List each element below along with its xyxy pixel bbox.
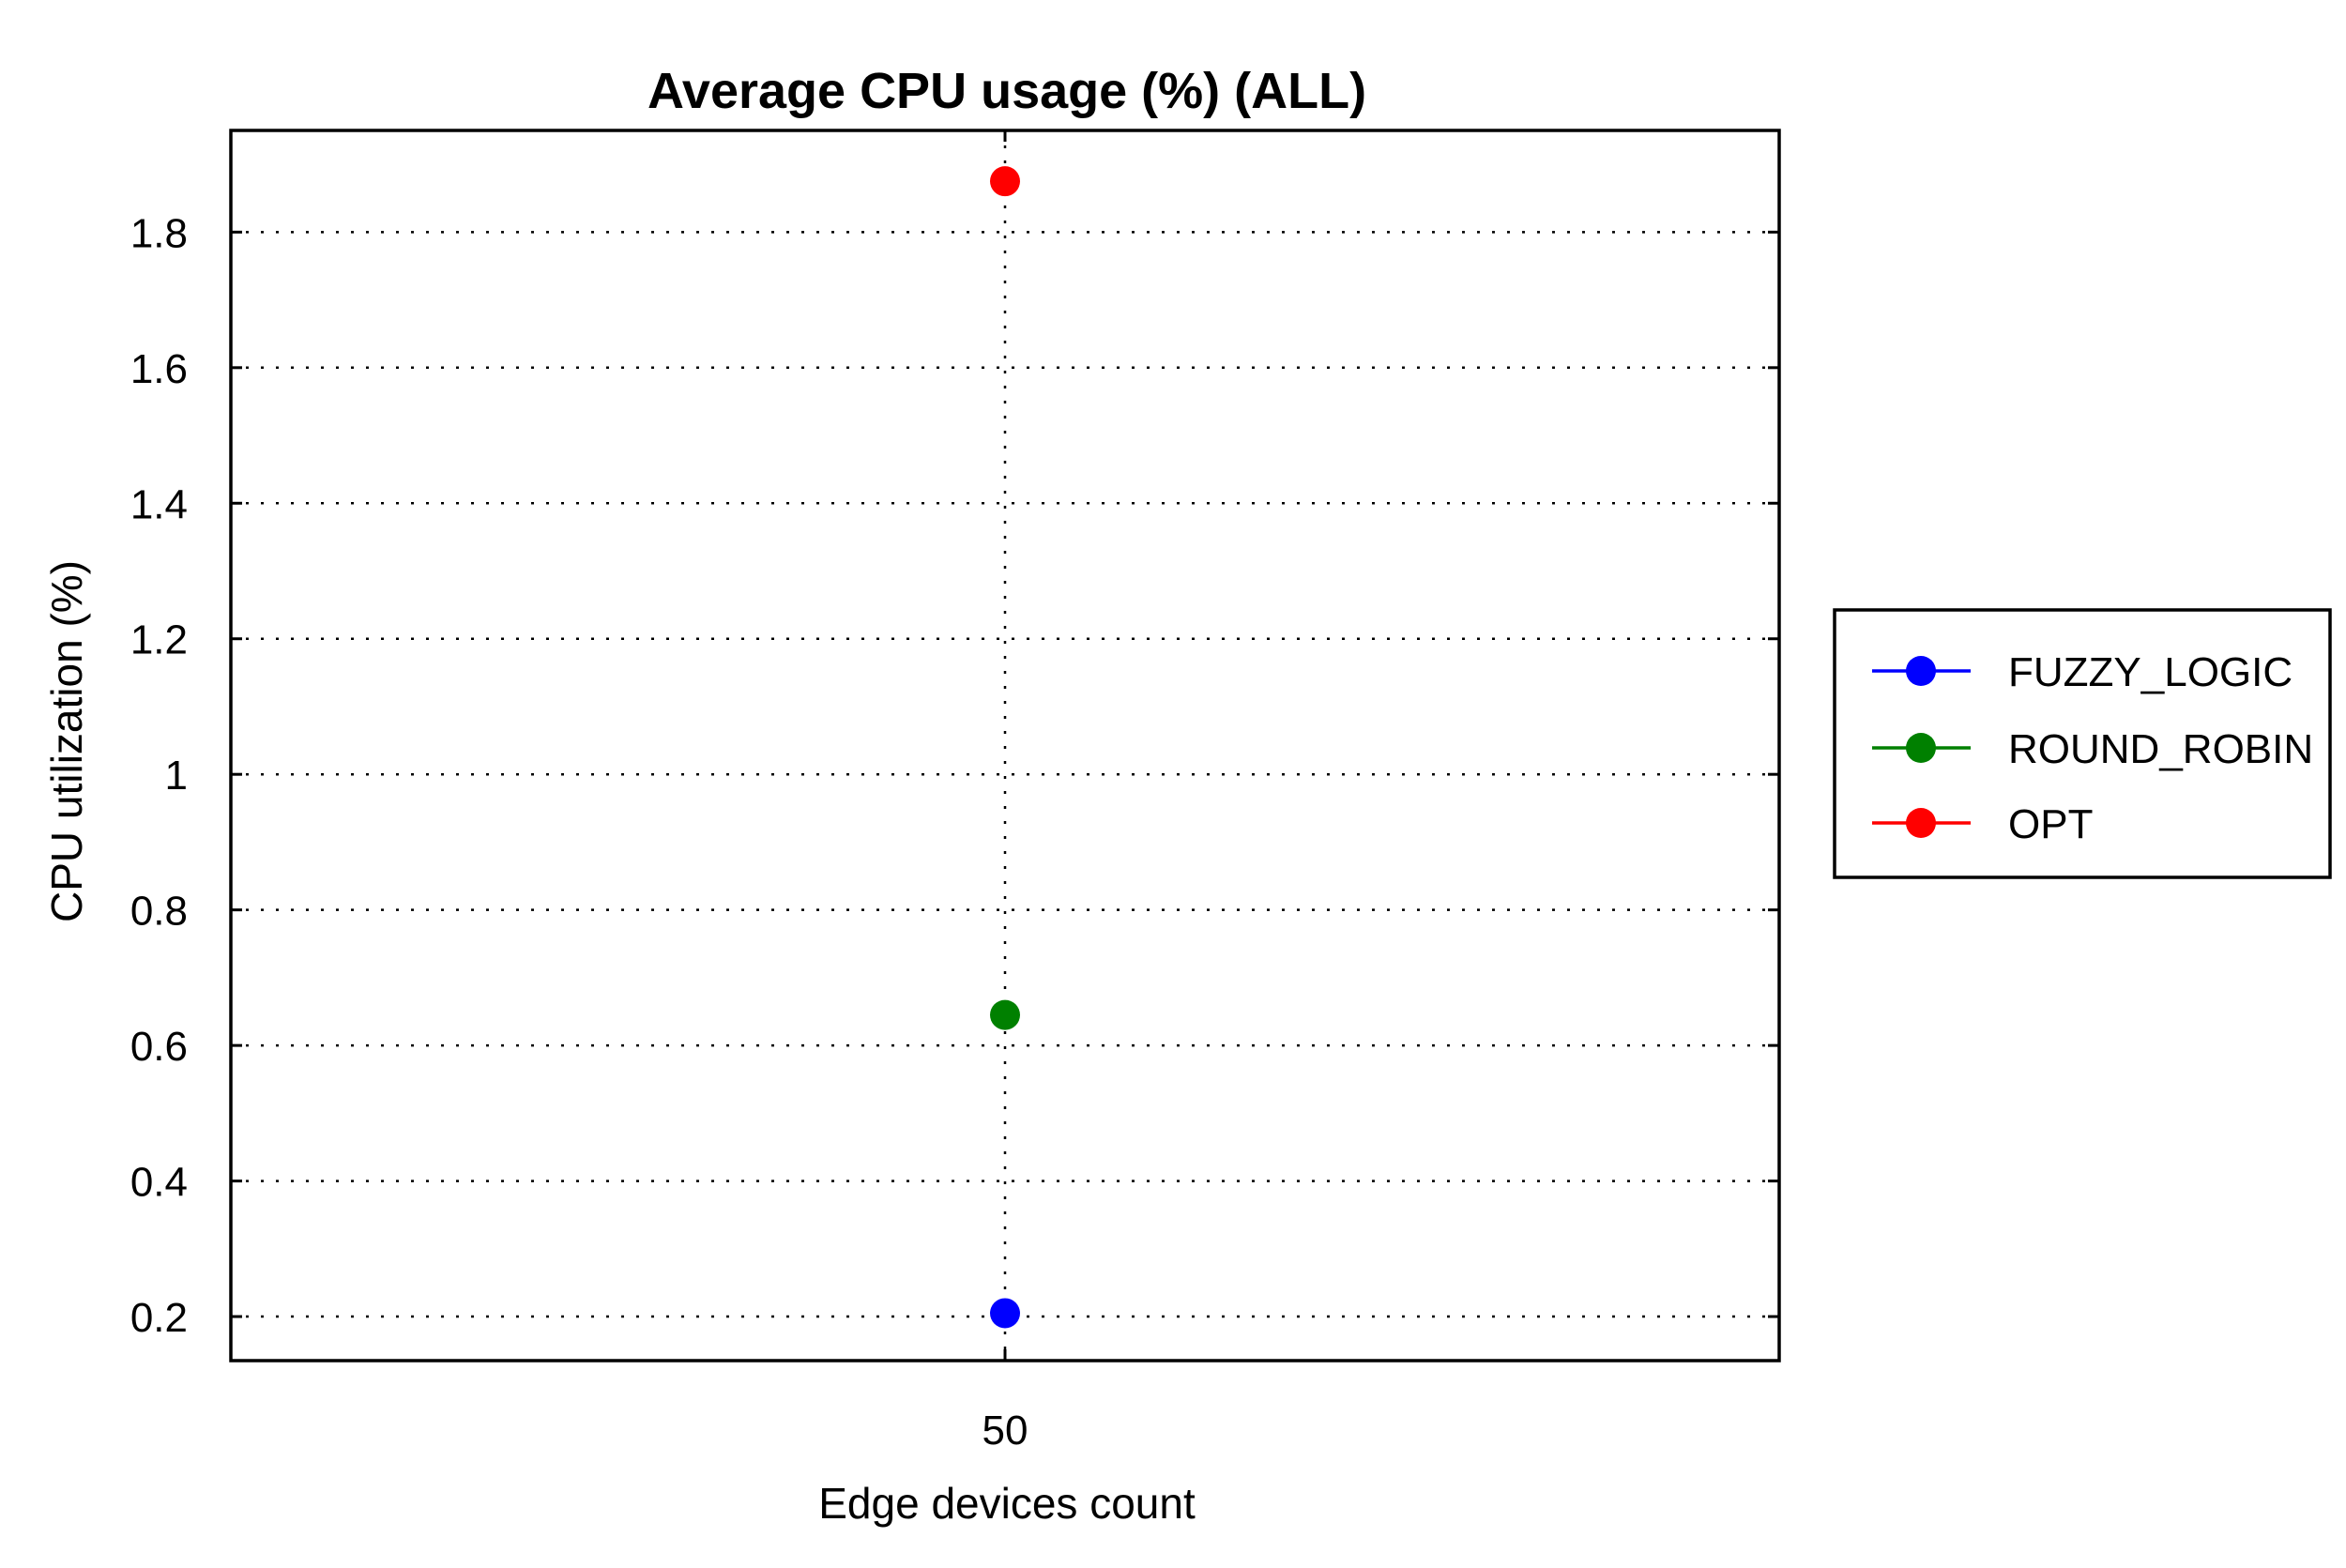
y-tick-label: 1.6 (130, 346, 188, 392)
plot-frame (229, 129, 1781, 1362)
x-tick-label: 50 (983, 1408, 1028, 1454)
x-tick-labels: 50 (983, 1408, 1028, 1454)
y-tick-label: 0.2 (130, 1295, 188, 1341)
data-point-1 (990, 999, 1020, 1030)
legend-item: ROUND_ROBIN (1872, 726, 2313, 772)
y-tick-label: 1 (165, 753, 188, 799)
y-tick-label: 0.6 (130, 1024, 188, 1070)
legend-marker (1906, 733, 1936, 763)
data-point-0 (990, 1298, 1020, 1329)
x-axis-label: Edge devices count (818, 1479, 1196, 1528)
grid (231, 130, 1779, 1361)
legend-marker (1906, 656, 1936, 686)
y-tick-label: 1.2 (130, 617, 188, 663)
data-point-2 (990, 166, 1020, 197)
legend-item: OPT (1872, 801, 2093, 847)
data-points (990, 166, 1020, 1329)
legend-label: FUZZY_LOGIC (2008, 649, 2293, 695)
y-tick-label: 1.4 (130, 481, 188, 527)
y-tick-labels: 0.2 0.4 0.6 0.8 1 1.2 1.4 1.6 1.8 (130, 210, 188, 1341)
legend-label: ROUND_ROBIN (2008, 726, 2313, 772)
y-tick-label: 0.4 (130, 1160, 188, 1206)
chart-title: Average CPU usage (%) (ALL) (647, 63, 1366, 119)
legend: FUZZY_LOGIC ROUND_ROBIN OPT (1833, 608, 2332, 879)
y-axis-label: CPU utilization (%) (42, 560, 91, 922)
y-tick-label: 1.8 (130, 210, 188, 256)
legend-label: OPT (2008, 801, 2093, 847)
legend-marker (1906, 808, 1936, 838)
axis-ticks (231, 130, 1779, 1361)
legend-item: FUZZY_LOGIC (1872, 649, 2293, 695)
y-tick-label: 0.8 (130, 889, 188, 935)
legend-items: FUZZY_LOGIC ROUND_ROBIN OPT (1872, 649, 2313, 847)
